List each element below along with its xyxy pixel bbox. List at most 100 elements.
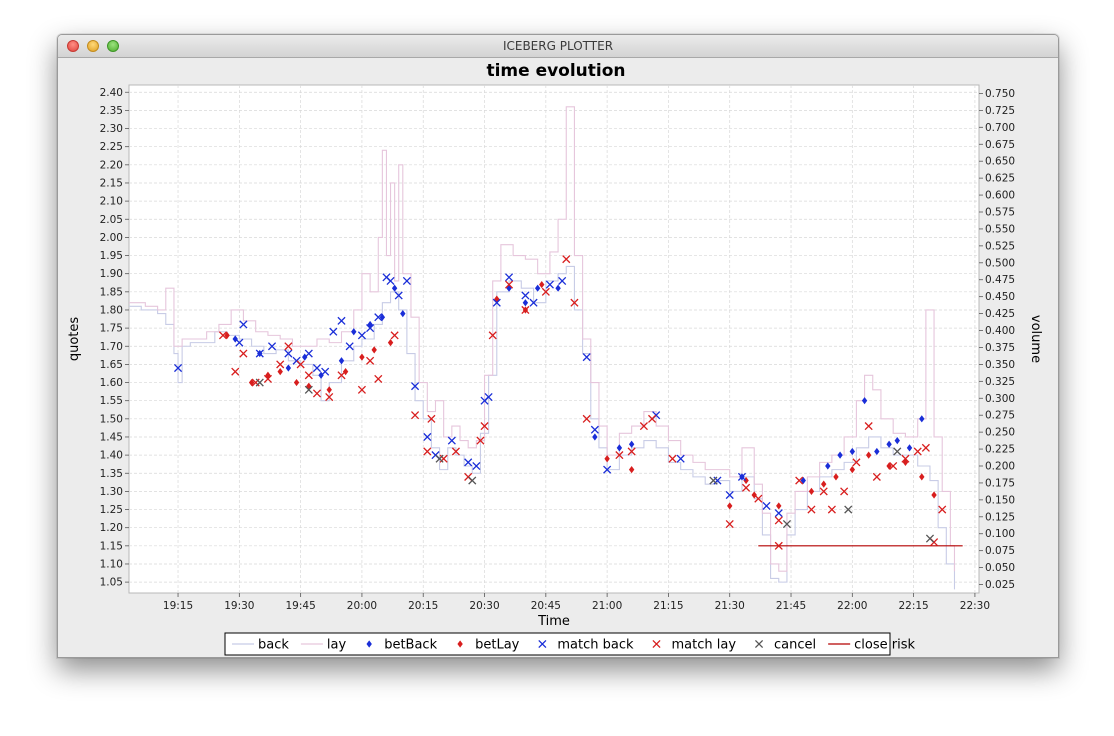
data-point-match-back <box>410 382 420 391</box>
data-point-match-lay <box>337 371 346 380</box>
y-tick-label: 2.10 <box>100 196 123 208</box>
data-point-match-lay <box>325 392 334 402</box>
y-tick-label: 1.40 <box>100 450 123 462</box>
series-cancel <box>255 378 935 543</box>
data-point-match-lay <box>284 342 293 351</box>
data-point-betlay <box>808 487 815 495</box>
data-point-betback <box>391 284 398 292</box>
y2-tick-label: 0.450 <box>985 291 1015 303</box>
data-point-match-lay <box>668 454 677 463</box>
x-tick-label: 20:15 <box>408 600 438 612</box>
data-point-match-lay <box>476 436 485 445</box>
y-tick-label: 2.40 <box>100 87 123 99</box>
data-point-match-lay <box>774 516 783 525</box>
y-tick-label: 2.00 <box>100 232 123 244</box>
data-point-betlay <box>387 339 394 347</box>
data-point-cancel <box>893 447 902 456</box>
data-point-betlay <box>919 473 925 481</box>
y-tick-label: 1.60 <box>100 377 123 389</box>
data-point-match-lay <box>827 505 836 514</box>
y2-tick-label: 0.700 <box>985 122 1015 134</box>
y2-tick-label: 0.250 <box>985 427 1015 439</box>
y2-tick-label: 0.350 <box>985 359 1015 371</box>
chart: time evolution 1.051.101.151.201.251.301… <box>67 61 1043 656</box>
y-tick-label: 1.10 <box>100 558 123 570</box>
data-point-match-back <box>321 367 330 376</box>
x-tick-label: 21:15 <box>653 600 683 612</box>
data-point-betback <box>886 440 892 448</box>
data-point-match-lay <box>366 356 375 365</box>
data-point-match-lay <box>263 374 273 383</box>
minimize-window-button[interactable] <box>87 40 99 52</box>
legend: back lay betBack betLay match back match lay c… <box>224 632 916 656</box>
y-tick-label: 1.30 <box>100 486 123 498</box>
data-point-match-back <box>521 291 530 300</box>
data-point-match-back <box>173 363 183 373</box>
data-point-betlay <box>326 386 332 394</box>
data-point-match-back <box>402 276 411 286</box>
title-bar[interactable]: ICEBERG PLOTTER <box>58 35 1058 58</box>
zoom-window-button[interactable] <box>107 40 119 52</box>
data-point-match-lay <box>276 360 285 369</box>
data-point-betback <box>837 451 843 459</box>
data-point-match-lay <box>852 458 861 467</box>
data-point-match-back <box>737 472 747 481</box>
legend-item-cancel: cancel <box>754 638 816 653</box>
data-point-betback <box>906 444 913 452</box>
data-point-match-back <box>337 316 346 325</box>
y2-tick-label: 0.175 <box>985 477 1015 489</box>
data-point-betlay <box>776 502 782 510</box>
data-point-match-lay <box>639 422 648 431</box>
series-back <box>129 265 956 590</box>
y2-tick-label: 0.100 <box>985 528 1015 540</box>
data-point-match-back <box>235 338 244 347</box>
data-point-match-back <box>329 327 338 336</box>
data-point-match-back <box>357 331 366 340</box>
y-tick-label: 1.55 <box>100 395 123 407</box>
data-point-betlay <box>293 378 300 387</box>
app-window: ICEBERG PLOTTER time evolution 1.05 1.10 1… <box>57 34 1059 658</box>
legend-label-back: back <box>258 638 289 653</box>
legend-label-betback: betBack <box>384 638 437 653</box>
legend-swatch-betlay <box>457 640 463 648</box>
data-point-match-back <box>529 298 538 307</box>
data-point-match-back <box>603 465 612 474</box>
y-tick-label: 1.45 <box>100 431 123 443</box>
data-point-cancel <box>304 385 313 394</box>
data-point-betlay <box>248 378 255 387</box>
legend-swatch-cancel <box>754 639 764 649</box>
legend-item-lay: lay <box>300 638 347 653</box>
y2-tick-label: 0.550 <box>985 223 1015 235</box>
data-point-match-back <box>464 458 473 467</box>
data-point-match-lay <box>754 494 763 503</box>
y2-tick-label: 0.125 <box>985 511 1015 523</box>
data-point-match-back <box>492 298 501 307</box>
x-tick-label: 20:00 <box>347 600 377 612</box>
data-point-match-lay <box>410 411 420 420</box>
chart-title: time evolution <box>486 61 625 81</box>
y-tick-label: 1.75 <box>100 323 123 335</box>
data-point-match-back <box>504 273 514 282</box>
close-window-button[interactable] <box>67 40 79 52</box>
data-point-betback <box>616 444 623 452</box>
data-point-match-lay <box>872 472 881 481</box>
y-tick-label: 2.25 <box>100 141 123 153</box>
y2-tick-label: 0.400 <box>985 325 1015 337</box>
data-point-match-lay <box>357 385 366 394</box>
y-tick-label: 1.70 <box>100 341 123 353</box>
data-point-match-lay <box>231 367 240 376</box>
data-point-betback <box>861 397 868 405</box>
legend-label-betlay: betLay <box>475 638 520 653</box>
data-point-match-lay <box>901 454 910 463</box>
legend-label-lay: lay <box>327 638 347 653</box>
legend-swatch-match-lay <box>652 639 661 649</box>
y-axis-title: quotes <box>67 317 82 362</box>
legend-swatch-betback <box>366 640 372 648</box>
data-point-betback <box>285 364 292 372</box>
y2-tick-label: 0.475 <box>985 274 1015 286</box>
data-point-match-lay <box>570 298 579 307</box>
x-axis-title: Time <box>537 614 570 629</box>
y2-tick-label: 0.300 <box>985 393 1015 405</box>
data-point-match-back <box>255 349 264 358</box>
data-point-match-back <box>725 490 734 500</box>
